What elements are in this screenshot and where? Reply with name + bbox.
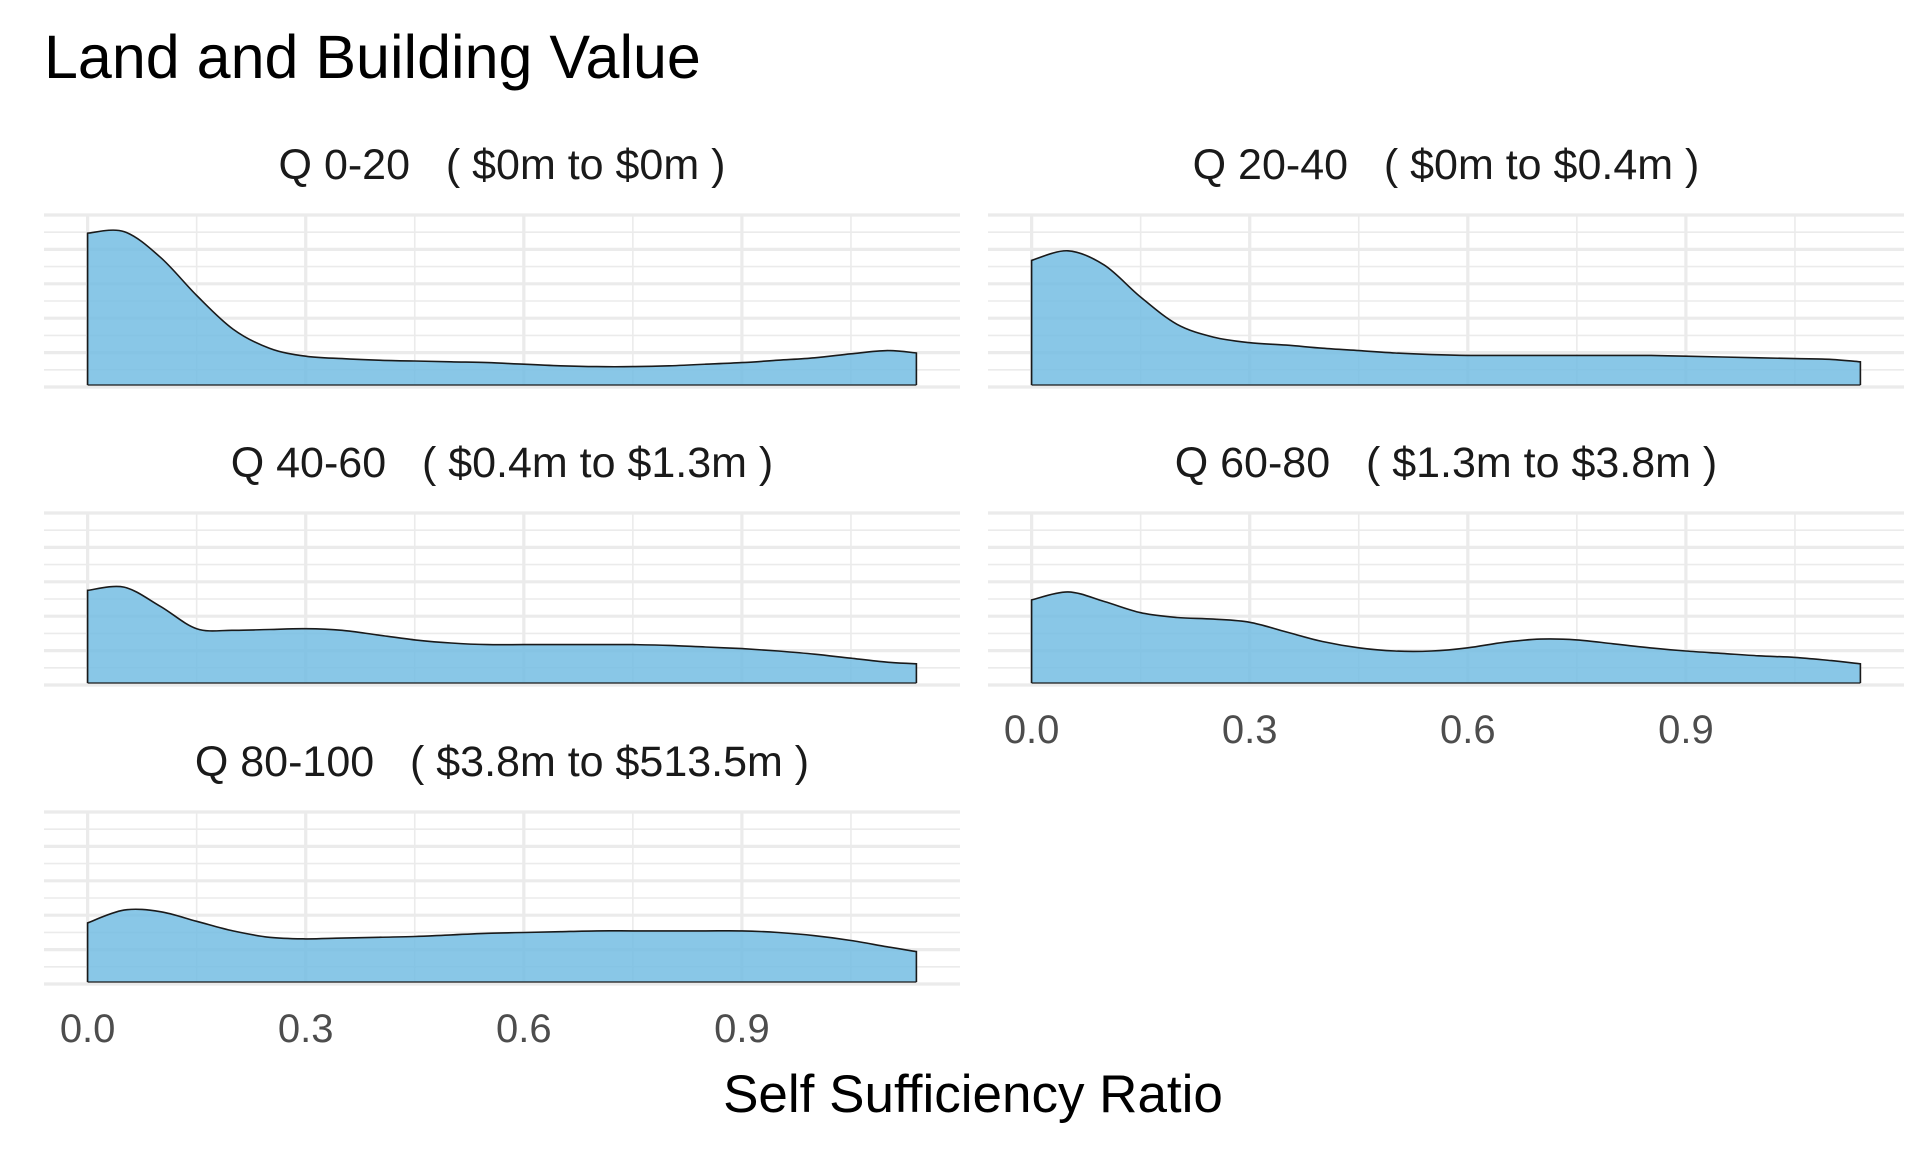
density-outline — [86, 908, 918, 982]
facet-panel-4: Q 60-80 ( $1.3m to $3.8m ) 0.0 0.3 0.6 0.9 — [988, 439, 1904, 752]
facet-title: Q 0-20 ( $0m to $0m ) — [279, 141, 726, 189]
density-outline — [1030, 249, 1862, 385]
facet-title: Q 40-60 ( $0.4m to $1.3m ) — [231, 439, 774, 487]
density-area — [87, 230, 917, 385]
x-tick-label: 0.9 — [714, 1007, 770, 1051]
facet-panel-2: Q 20-40 ( $0m to $0.4m ) — [988, 141, 1904, 389]
x-tick-label: 0.6 — [496, 1007, 552, 1051]
panels-layer: Q 0-20 ( $0m to $0m ) Q 20-40 ( $0m to $0… — [44, 141, 1904, 1051]
facet-panel-1: Q 0-20 ( $0m to $0m ) — [44, 141, 960, 389]
facet-title: Q 80-100 ( $3.8m to $513.5m ) — [195, 738, 809, 786]
x-tick-label: 0.0 — [60, 1007, 116, 1051]
x-tick-label: 0.3 — [278, 1007, 334, 1051]
x-tick-label: 0.6 — [1440, 708, 1496, 752]
facet-title: Q 20-40 ( $0m to $0.4m ) — [1193, 141, 1700, 189]
facet-title: Q 60-80 ( $1.3m to $3.8m ) — [1175, 439, 1718, 487]
density-outline — [86, 229, 918, 385]
density-outline — [86, 585, 918, 683]
density-area — [1031, 591, 1861, 683]
density-outline — [1030, 591, 1862, 683]
chart-title: Land and Building Value — [44, 23, 701, 91]
x-tick-label: 0.0 — [1004, 708, 1060, 752]
facet-panel-3: Q 40-60 ( $0.4m to $1.3m ) — [44, 439, 960, 687]
density-area — [87, 909, 917, 982]
x-tick-label: 0.9 — [1658, 708, 1714, 752]
facet-panel-5: Q 80-100 ( $3.8m to $513.5m ) 0.0 0.3 0.6 0.… — [44, 738, 960, 1051]
x-tick-label: 0.3 — [1222, 708, 1278, 752]
density-area — [1031, 250, 1861, 385]
density-area — [87, 586, 917, 683]
x-axis-label: Self Sufficiency Ratio — [723, 1065, 1223, 1124]
